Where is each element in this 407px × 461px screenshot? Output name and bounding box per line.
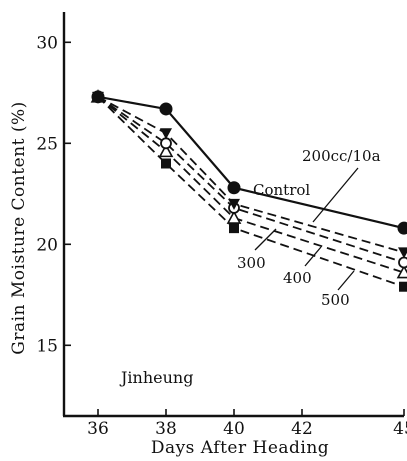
series-200cc-10a [92,91,407,259]
x-tick-label-36: 36 [87,419,109,439]
series-line-300 [97,96,405,264]
series-line-200cc-10a [97,96,405,254]
point-200cc-10a-38 [160,128,172,140]
series-300 [92,90,407,269]
leader-300 [254,228,277,251]
point-control-36 [91,90,105,104]
x-tick-label-45: 45 [393,419,407,439]
point-500-40 [229,223,239,234]
series-control [91,90,407,235]
series-line-500 [97,96,405,288]
x-tick-label-42: 42 [291,419,313,439]
series-layer [90,89,407,292]
point-400-45 [396,264,407,279]
point-control-45 [397,221,407,235]
point-400-38 [158,143,174,158]
ticks: 36 38 40 42 45 15 20 25 30 [36,33,407,439]
point-200cc-10a-40 [228,198,240,210]
series-label-control: Control [253,181,310,199]
series-labels: 200cc/10a Control 300 400 500 [237,147,381,309]
series-line-400 [97,96,405,274]
series-400 [90,89,407,279]
series-label-300: 300 [237,254,266,272]
series-label-500: 500 [321,291,350,309]
leader-500 [337,270,355,291]
y-tick-label-30: 30 [36,33,58,53]
y-tick-label-15: 15 [36,336,58,356]
point-400-40 [226,210,242,224]
leader-400 [304,246,322,267]
series-label-400: 400 [283,269,312,287]
y-axis-title: Grain Moisture Content (%) [9,101,29,355]
x-axis-title: Days After Heading [151,438,329,458]
point-200cc-10a-45 [398,247,407,259]
x-tick-label-38: 38 [155,419,177,439]
series-line-control [97,95,405,230]
x-tick-label-40: 40 [223,419,245,439]
point-300-45 [398,256,407,269]
label-leader-lines [254,167,359,291]
y-tick-label-20: 20 [36,235,58,255]
y-tick-label-25: 25 [36,134,58,154]
leader-200cc [312,167,359,223]
series-label-200cc: 200cc/10a [302,147,381,165]
point-control-40 [227,181,241,195]
point-control-38 [159,102,173,116]
point-300-38 [160,137,172,150]
annotation-jinheung: Jinheung [119,368,193,387]
point-500-45 [399,281,407,292]
point-500-38 [161,158,171,169]
